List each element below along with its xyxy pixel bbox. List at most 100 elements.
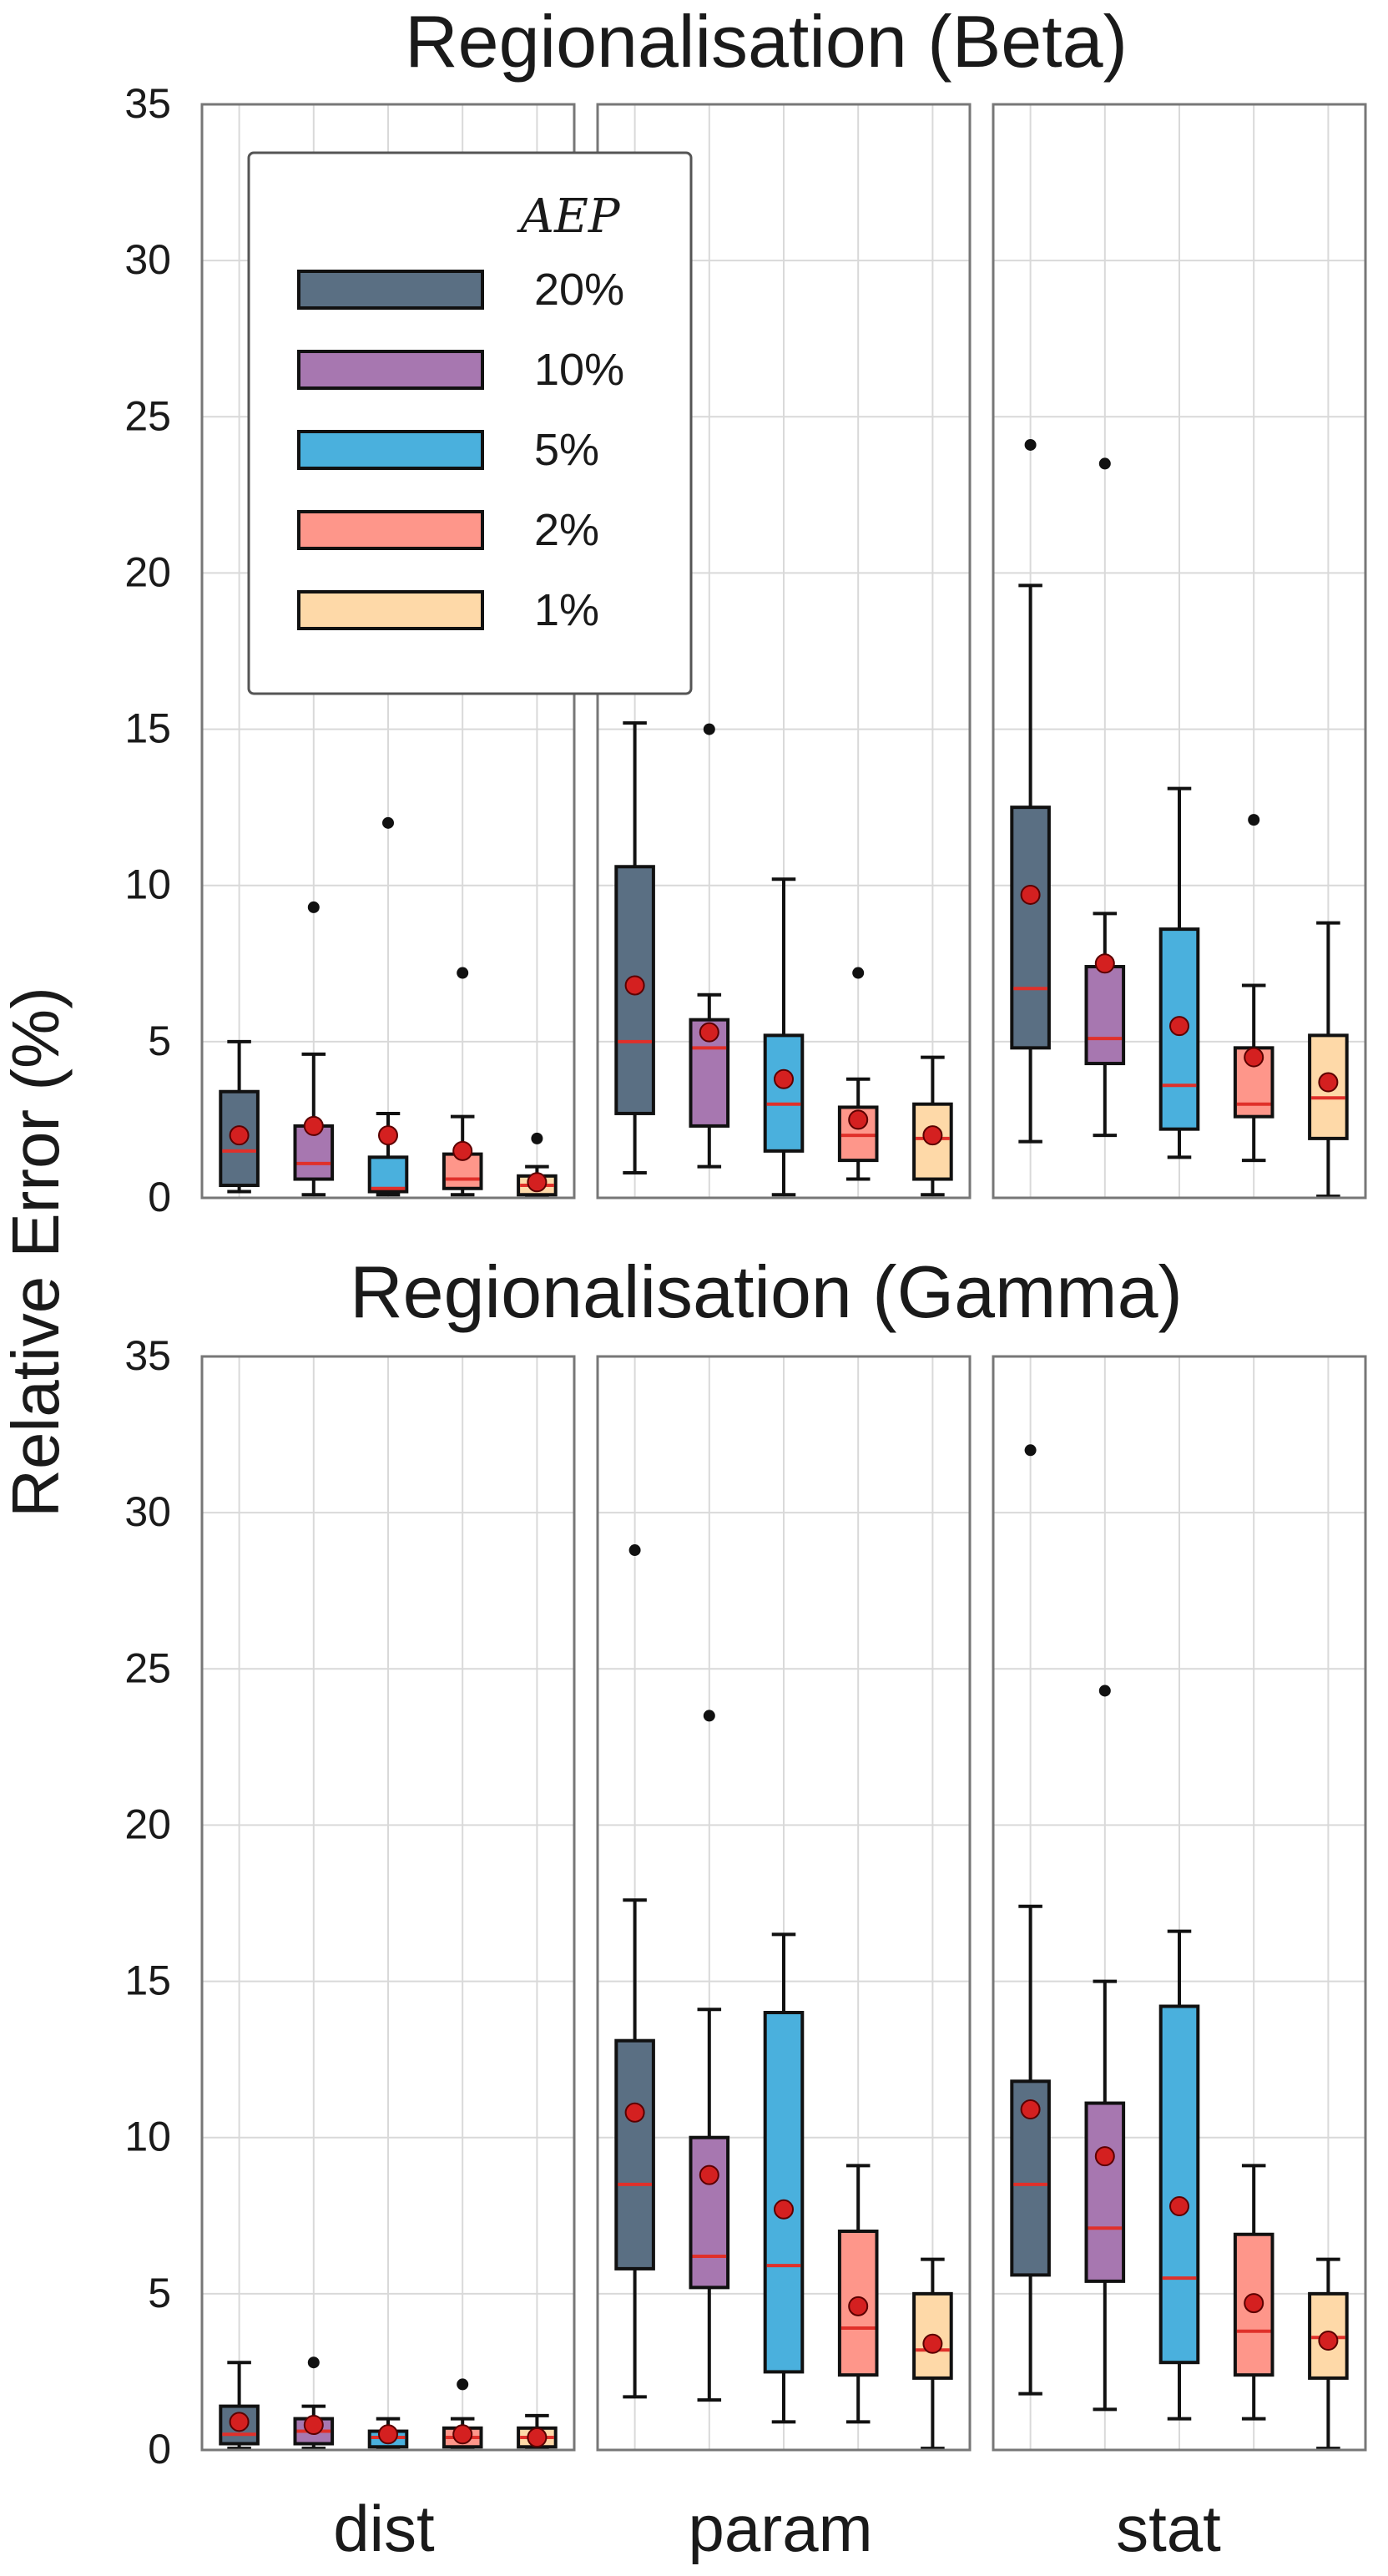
legend-swatch [297,270,484,310]
y-tick-label: 35 [124,1332,171,1379]
mean-marker [922,1125,943,1146]
box-body [293,1124,335,1181]
y-tick-label: 20 [124,548,171,595]
box-param-10% [689,723,730,1169]
mean-marker [1020,884,1041,905]
axis-layer: 0 5 10 15 20 25 30 35 0 5 10 15 20 25 30 35 [124,80,171,2472]
legend: AEP 20% 10% 5% 2% 1% [247,151,693,695]
mean-marker [1094,2146,1115,2167]
y-tick-label: 20 [124,1801,171,1847]
mean-marker [1169,1016,1189,1037]
legend-entry-2%: 2% [297,505,599,555]
outlier-point [531,1132,543,1144]
y-tick-label: 5 [148,2270,171,2316]
legend-swatch [297,510,484,550]
mean-marker [1318,1072,1339,1093]
mean-marker [1169,2196,1189,2217]
y-tick-label: 5 [148,1018,171,1064]
box-stat-1% [1308,2257,1349,2451]
legend-entry-1%: 1% [297,585,599,635]
box-param-20% [614,721,655,1175]
outlier-point [703,1710,715,1722]
box-dist-5% [367,2417,409,2451]
mean-marker [452,1140,473,1161]
outlier-point [457,2378,469,2391]
panel-label-stat: stat [1116,2492,1221,2565]
box-body [1084,2101,1126,2283]
panel-label-param: param [688,2492,872,2565]
outlier-point [307,2356,320,2369]
box-stat-2% [1233,814,1274,1163]
y-tick-label: 25 [124,1644,171,1691]
y-tick-label: 10 [124,2114,171,2160]
box-stat-10% [1084,457,1126,1138]
outlier-point [1248,814,1260,826]
mean-marker [699,2164,719,2185]
y-tick-label: 25 [124,392,171,439]
mean-marker [848,2296,869,2316]
y-tick-label: 0 [148,2426,171,2472]
legend-label: 20% [534,265,624,315]
box-param-1% [912,2257,953,2451]
legend-swatch [297,590,484,630]
row-title-gamma: Regionalisation (Gamma) [350,1250,1183,1333]
mean-marker [452,2424,473,2445]
box-stat-5% [1158,1929,1200,2421]
y-tick-label: 15 [124,705,171,752]
outlier-point [382,816,394,829]
box-stat-20% [1010,438,1051,1144]
box-dist-20% [219,1039,260,1194]
outlier-point [457,967,469,979]
box-param-5% [763,877,805,1197]
legend-label: 2% [534,505,599,555]
y-tick-label: 30 [124,236,171,283]
legend-swatch [297,430,484,470]
box-stat-5% [1158,786,1200,1159]
box-dist-2% [442,967,483,1197]
legend-entry-10%: 10% [297,345,624,395]
box-stat-1% [1308,921,1349,1199]
box-param-2% [837,967,879,1181]
box-body [1010,2079,1051,2277]
legend-entry-20%: 20% [297,265,624,315]
box-stat-10% [1084,1685,1126,2412]
box-body [1158,2004,1200,2365]
outlier-point [307,901,320,913]
mean-marker [1318,2331,1339,2351]
legend-title: AEP [517,189,621,244]
outlier-point [1024,1444,1037,1457]
box-stat-2% [1233,2164,1274,2421]
outlier-point [703,723,715,735]
box-body [763,2011,805,2374]
box-param-20% [614,1544,655,2399]
box-param-2% [837,2164,879,2424]
y-tick-label: 35 [124,80,171,127]
row-title-beta: Regionalisation (Beta) [405,0,1128,83]
box-param-10% [689,1710,730,2402]
mean-marker [922,2333,943,2354]
box-dist-10% [293,2356,335,2451]
mean-marker [624,975,645,996]
panel-frame-dist [200,1355,576,2452]
mean-marker [1244,2293,1264,2314]
mean-marker [229,2412,250,2432]
mean-marker [378,2424,398,2445]
mean-marker [848,1109,869,1130]
box-layer [219,438,1349,2451]
y-axis-label: Relative Error (%) [0,987,73,1518]
box-dist-20% [219,2361,260,2451]
mean-marker [624,2102,645,2123]
outlier-point [628,1544,641,1557]
legend-label: 10% [534,345,624,395]
mean-marker [378,1125,398,1146]
mean-marker [527,1172,548,1193]
legend-swatch [297,350,484,390]
outlier-point [1024,438,1037,451]
y-tick-label: 10 [124,861,171,908]
mean-marker [1094,953,1115,974]
box-body [689,2135,730,2290]
outlier-point [852,967,865,979]
mean-marker [774,2199,794,2220]
mean-marker [1244,1047,1264,1068]
mean-marker [527,2427,548,2448]
